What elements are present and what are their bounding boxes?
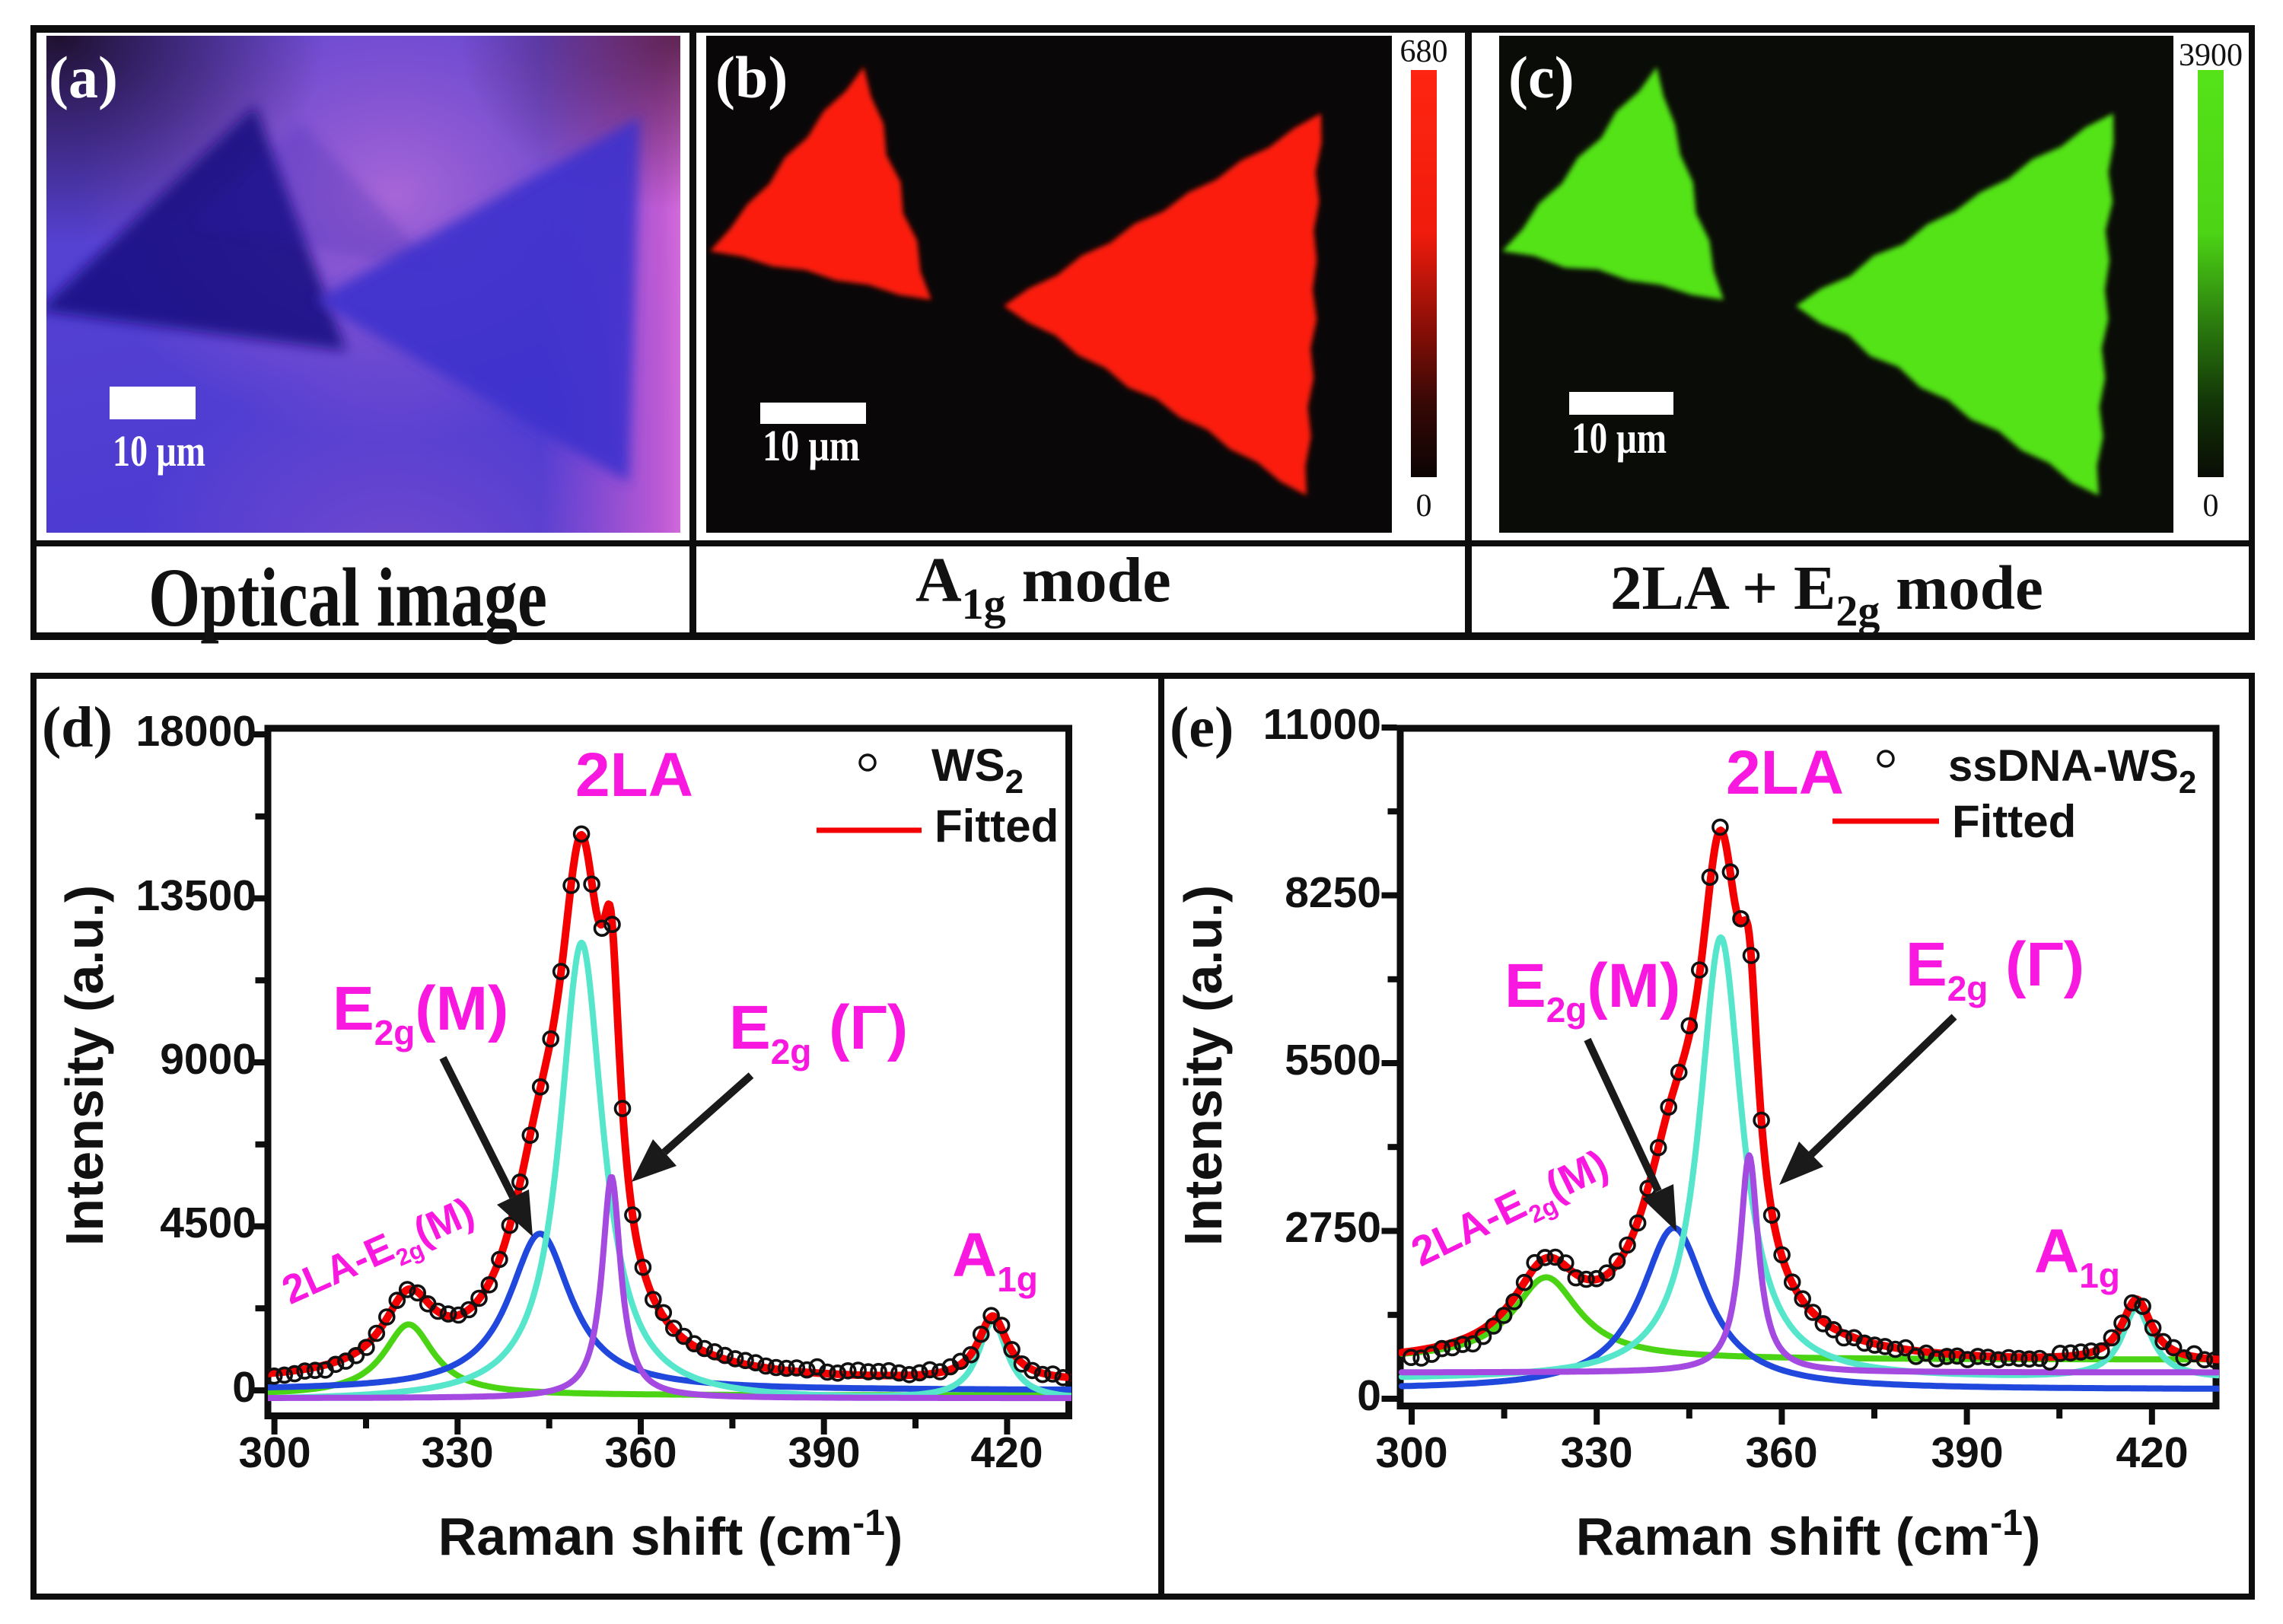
svg-text:360: 360 (1745, 1428, 1817, 1477)
svg-text:390: 390 (788, 1428, 860, 1477)
svg-text:2LA: 2LA (575, 740, 693, 810)
svg-text:13500: 13500 (135, 871, 256, 920)
svg-text:0: 0 (232, 1363, 256, 1412)
svg-text:420: 420 (2116, 1428, 2188, 1477)
svg-text:E2g(M): E2g(M) (1504, 951, 1680, 1030)
svg-text:ssDNA-WS2: ssDNA-WS2 (1948, 741, 2196, 800)
svg-text:0: 0 (1416, 489, 1432, 524)
svg-text:0: 0 (2203, 489, 2219, 524)
svg-text:E2g(M): E2g(M) (333, 974, 508, 1052)
svg-text:360: 360 (604, 1428, 677, 1477)
svg-text:330: 330 (421, 1428, 493, 1477)
svg-text:3900: 3900 (2179, 38, 2243, 73)
svg-text:E2g (Γ): E2g (Γ) (729, 993, 908, 1072)
svg-text:Fitted: Fitted (935, 801, 1059, 852)
svg-text:300: 300 (1375, 1428, 1447, 1477)
svg-text:10 μm: 10 μm (1571, 413, 1667, 463)
svg-text:9000: 9000 (160, 1035, 256, 1084)
svg-text:(e): (e) (1170, 696, 1234, 759)
svg-text:A1g mode: A1g mode (915, 545, 1171, 629)
svg-text:Raman shift (cm-1): Raman shift (cm-1) (1576, 1503, 2041, 1566)
svg-text:Raman shift (cm-1): Raman shift (cm-1) (438, 1503, 903, 1566)
svg-text:Fitted: Fitted (1952, 796, 2076, 847)
svg-text:2750: 2750 (1285, 1203, 1381, 1252)
svg-text:2LA: 2LA (1726, 738, 1844, 807)
svg-text:420: 420 (970, 1428, 1043, 1477)
svg-text:11000: 11000 (1263, 700, 1381, 749)
svg-text:330: 330 (1560, 1428, 1632, 1477)
svg-text:Intensity (a.u.): Intensity (a.u.) (55, 885, 114, 1246)
svg-text:0: 0 (1357, 1371, 1381, 1420)
svg-text:(c): (c) (1508, 44, 1575, 110)
svg-text:390: 390 (1931, 1428, 2003, 1477)
svg-text:2LA + E2g mode: 2LA + E2g mode (1610, 552, 2043, 635)
svg-text:680: 680 (1400, 34, 1448, 69)
svg-text:10 μm: 10 μm (113, 426, 205, 476)
svg-text:(d): (d) (42, 696, 113, 759)
svg-text:5500: 5500 (1285, 1036, 1381, 1084)
svg-text:Intensity (a.u.): Intensity (a.u.) (1173, 885, 1233, 1246)
svg-text:18000: 18000 (135, 707, 256, 756)
svg-text:(b): (b) (715, 44, 788, 110)
svg-text:(a): (a) (49, 44, 118, 110)
svg-text:Optical image: Optical image (148, 551, 547, 644)
svg-text:E2g (Γ): E2g (Γ) (1906, 930, 2084, 1008)
svg-text:300: 300 (238, 1428, 310, 1477)
svg-text:8250: 8250 (1285, 868, 1381, 917)
svg-text:4500: 4500 (160, 1199, 256, 1247)
svg-text:10 μm: 10 μm (763, 421, 860, 470)
